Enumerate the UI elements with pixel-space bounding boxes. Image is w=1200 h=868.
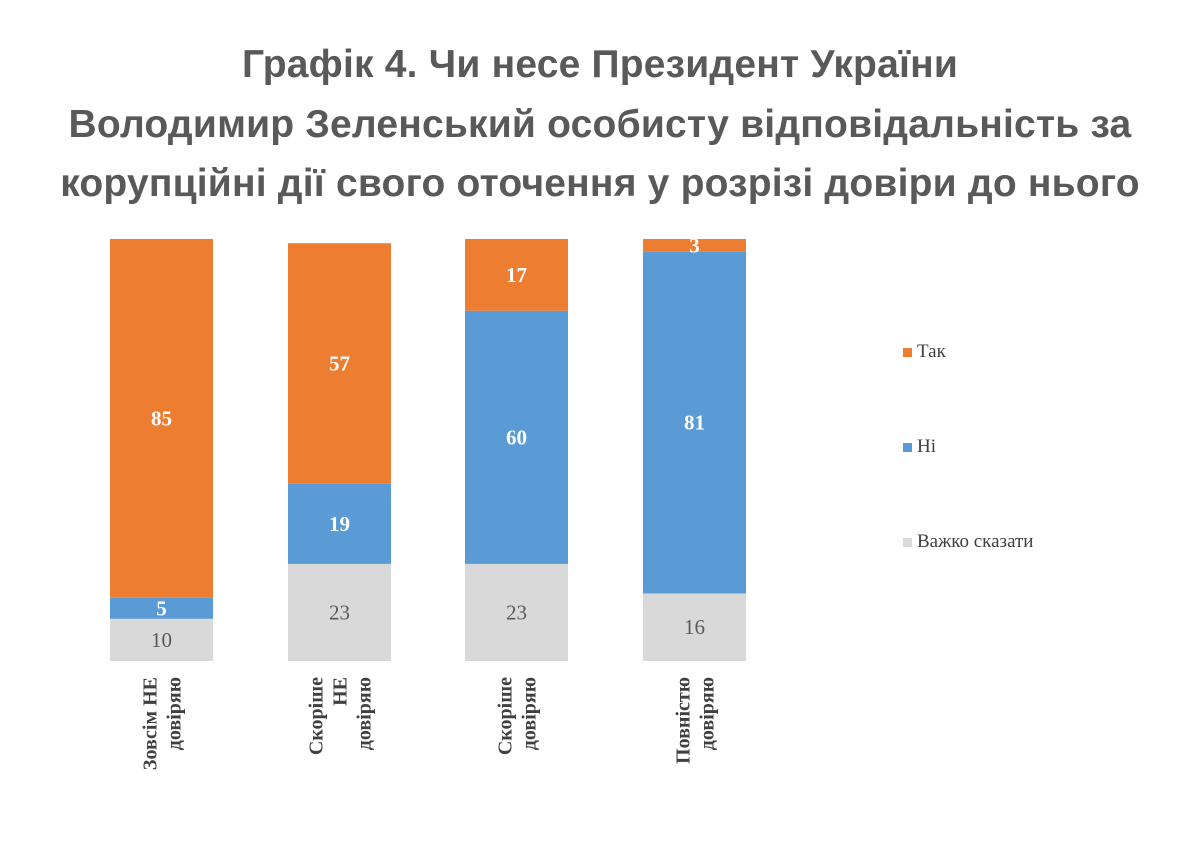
bar-segment-tak-1: [110, 239, 213, 598]
legend-swatch-ni: [903, 442, 912, 452]
category-label-4-line-2: довіряю: [697, 677, 719, 750]
legend-label-tak: Так: [917, 341, 946, 362]
data-label-vazhko-skazaty-3: 23: [506, 600, 527, 624]
bar-segment-tak-3: [465, 239, 568, 311]
category-label-1: Зовсім НЕ довіряю: [140, 677, 186, 770]
chart-title-line-1: Графік 4. Чи несе Президент України: [241, 43, 959, 86]
category-label-4: Повністю довіряю: [673, 677, 719, 764]
legend-swatch-tak: [903, 347, 912, 357]
category-label-3-line-2: довіряю: [519, 677, 541, 750]
bar-segment-ni-1: [110, 597, 213, 619]
data-label-ni-3: 60: [506, 425, 527, 449]
data-label-tak-4: 3: [689, 233, 700, 257]
category-label-1-line-1: Зовсім НЕ: [140, 677, 162, 770]
bar-segment-vazhko-skazaty-2: [288, 563, 391, 661]
legend-label-ni: Ні: [917, 436, 936, 457]
legend-item-tak: Так: [903, 341, 946, 363]
legend-label-vazhko-skazaty: Важко сказати: [917, 531, 1034, 552]
data-label-ni-4: 81: [684, 411, 705, 435]
bar-segment-ni-4: [643, 251, 746, 594]
data-label-tak-1: 85: [151, 406, 172, 430]
data-label-vazhko-skazaty-4: 16: [684, 615, 705, 639]
category-label-3: Скоріше довіряю: [495, 677, 541, 755]
category-label-4-line-1: Повністю: [673, 677, 695, 764]
chart-title-line-3: корупційні дії свого оточення у розрізі …: [60, 162, 1140, 205]
bar-segment-ni-2: [288, 483, 391, 564]
bar-segment-ni-3: [465, 310, 568, 564]
legend-swatch-vazhko-skazaty: [903, 537, 912, 547]
bar-segment-vazhko-skazaty-1: [110, 618, 213, 661]
legend-item-vazhko-skazaty: Важко сказати: [903, 531, 1033, 553]
category-label-2: Скоріше НЕ довіряю: [306, 677, 376, 755]
data-label-ni-1: 5: [156, 596, 167, 620]
category-label-2-line-1: Скоріше: [306, 677, 328, 755]
data-label-tak-3: 17: [506, 263, 527, 287]
category-label-3-line-1: Скоріше: [495, 677, 517, 755]
category-label-2-line-3: довіряю: [354, 677, 376, 750]
data-label-tak-2: 57: [329, 351, 350, 375]
legend-item-ni: Ні: [903, 436, 936, 458]
data-label-vazhko-skazaty-2: 23: [329, 600, 350, 624]
bar-segment-vazhko-skazaty-3: [465, 563, 568, 661]
bar-segment-tak-2: [288, 243, 391, 484]
data-label-ni-2: 19: [329, 512, 350, 536]
bar-segment-tak-4: [643, 239, 746, 252]
chart-title-line-2: Володимир Зеленський особисту відповідал…: [68, 103, 1132, 146]
data-label-vazhko-skazaty-1: 10: [151, 628, 172, 652]
category-label-1-line-2: довіряю: [164, 677, 186, 750]
bar-segment-vazhko-skazaty-4: [643, 593, 746, 661]
category-label-2-line-2: НЕ: [330, 677, 352, 706]
